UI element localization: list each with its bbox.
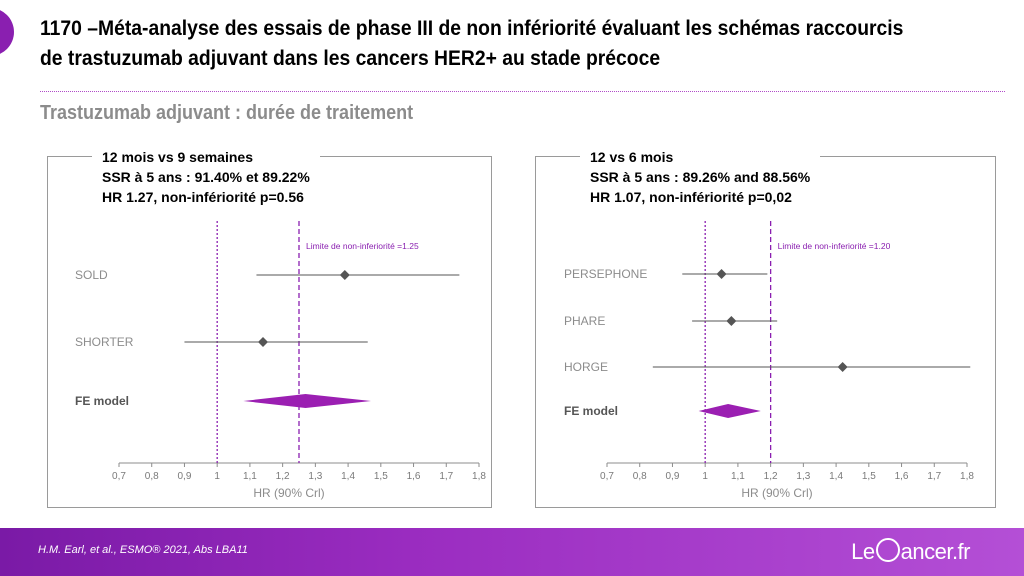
corner-accent-shape <box>0 8 14 56</box>
pooled-estimate-diamond <box>698 404 761 418</box>
x-tick-label: 1,1 <box>731 471 745 482</box>
panel-header-line-2: SSR à 5 ans : 89.26% and 88.56% <box>590 169 811 185</box>
x-tick-label: 1,6 <box>407 471 421 482</box>
x-tick-label: 0,9 <box>178 471 192 482</box>
citation: H.M. Earl, et al., ESMO® 2021, Abs LBA11 <box>38 544 248 556</box>
forest-panel-right: 12 vs 6 mois SSR à 5 ans : 89.26% and 88… <box>535 147 996 508</box>
x-axis-label: HR (90% Crl) <box>741 486 812 500</box>
study-label: SHORTER <box>75 335 134 349</box>
x-tick-label: 1,8 <box>960 471 974 482</box>
x-tick-label: 0,7 <box>112 471 126 482</box>
panel-header: 12 vs 6 mois SSR à 5 ans : 89.26% and 88… <box>580 147 821 207</box>
x-tick-label: 0,8 <box>633 471 647 482</box>
brand-text-post: ancer.fr <box>900 539 971 564</box>
brand-c-icon <box>875 538 900 562</box>
study-point-marker <box>837 362 848 372</box>
panel-header-line-1: 12 mois vs 9 semaines <box>102 149 253 165</box>
study-point-marker <box>339 270 350 280</box>
panel-header-line-2: SSR à 5 ans : 91.40% et 89.22% <box>102 169 310 185</box>
panel-header-line-3: HR 1.27, non-infériorité p=0.56 <box>102 189 304 205</box>
brand-logo[interactable]: Le ancer.fr <box>851 538 971 565</box>
margin-label: Limite de non-inferiorité =1.25 <box>306 241 419 251</box>
study-point-marker <box>726 316 737 326</box>
x-tick-label: 0,8 <box>145 471 159 482</box>
panel-header-line-3: HR 1.07, non-infériorité p=0,02 <box>590 189 792 205</box>
slide-title: 1170 –Méta-analyse des essais de phase I… <box>40 17 904 70</box>
margin-label: Limite de non-inferiorité =1.20 <box>778 241 891 251</box>
study-point-marker <box>258 337 268 347</box>
study-label: PERSEPHONE <box>564 267 647 281</box>
pooled-label: FE model <box>564 404 618 418</box>
x-tick-label: 1 <box>702 471 708 482</box>
x-tick-label: 1,3 <box>796 471 810 482</box>
panel-header: 12 mois vs 9 semaines SSR à 5 ans : 91.4… <box>92 147 320 207</box>
x-tick-label: 1 <box>214 471 220 482</box>
x-tick-label: 0,9 <box>666 471 680 482</box>
x-tick-label: 1,5 <box>374 471 388 482</box>
x-tick-label: 1,8 <box>472 471 486 482</box>
x-tick-label: 1,7 <box>927 471 941 482</box>
study-point-marker <box>716 269 727 279</box>
x-tick-label: 1,6 <box>895 471 909 482</box>
x-tick-label: 1,3 <box>308 471 322 482</box>
study-label: PHARE <box>564 314 605 328</box>
x-tick-label: 1,7 <box>439 471 453 482</box>
x-tick-label: 1,1 <box>243 471 257 482</box>
x-tick-label: 1,2 <box>764 471 778 482</box>
pooled-estimate-diamond <box>243 394 371 408</box>
x-tick-label: 1,5 <box>862 471 876 482</box>
x-tick-label: 0,7 <box>600 471 614 482</box>
panel-header-line-1: 12 vs 6 mois <box>590 149 674 165</box>
pooled-label: FE model <box>75 394 129 408</box>
forest-plot: 0,7 0,8 0,9 1 1,1 1,2 1,3 1,4 1,5 1,6 1,7 1,8 HR (90… <box>75 221 486 500</box>
forest-panel-left: 12 mois vs 9 semaines SSR à 5 ans : 91.4… <box>47 147 492 508</box>
title-divider <box>40 91 1005 92</box>
brand-text-pre: Le <box>851 539 875 564</box>
study-label: SOLD <box>75 268 108 282</box>
x-tick-label: 1,4 <box>829 471 843 482</box>
x-tick-label: 1,2 <box>276 471 290 482</box>
x-tick-label: 1,4 <box>341 471 355 482</box>
x-axis-label: HR (90% Crl) <box>253 486 324 500</box>
footer-bar: H.M. Earl, et al., ESMO® 2021, Abs LBA11… <box>0 528 1024 576</box>
study-label: HORGE <box>564 360 608 374</box>
forest-plot: 0,7 0,8 0,9 1 1,1 1,2 1,3 1,4 1,5 1,6 1,7 1,8 HR (90… <box>564 221 974 500</box>
slide-subtitle: Trastuzumab adjuvant : durée de traiteme… <box>40 102 414 124</box>
